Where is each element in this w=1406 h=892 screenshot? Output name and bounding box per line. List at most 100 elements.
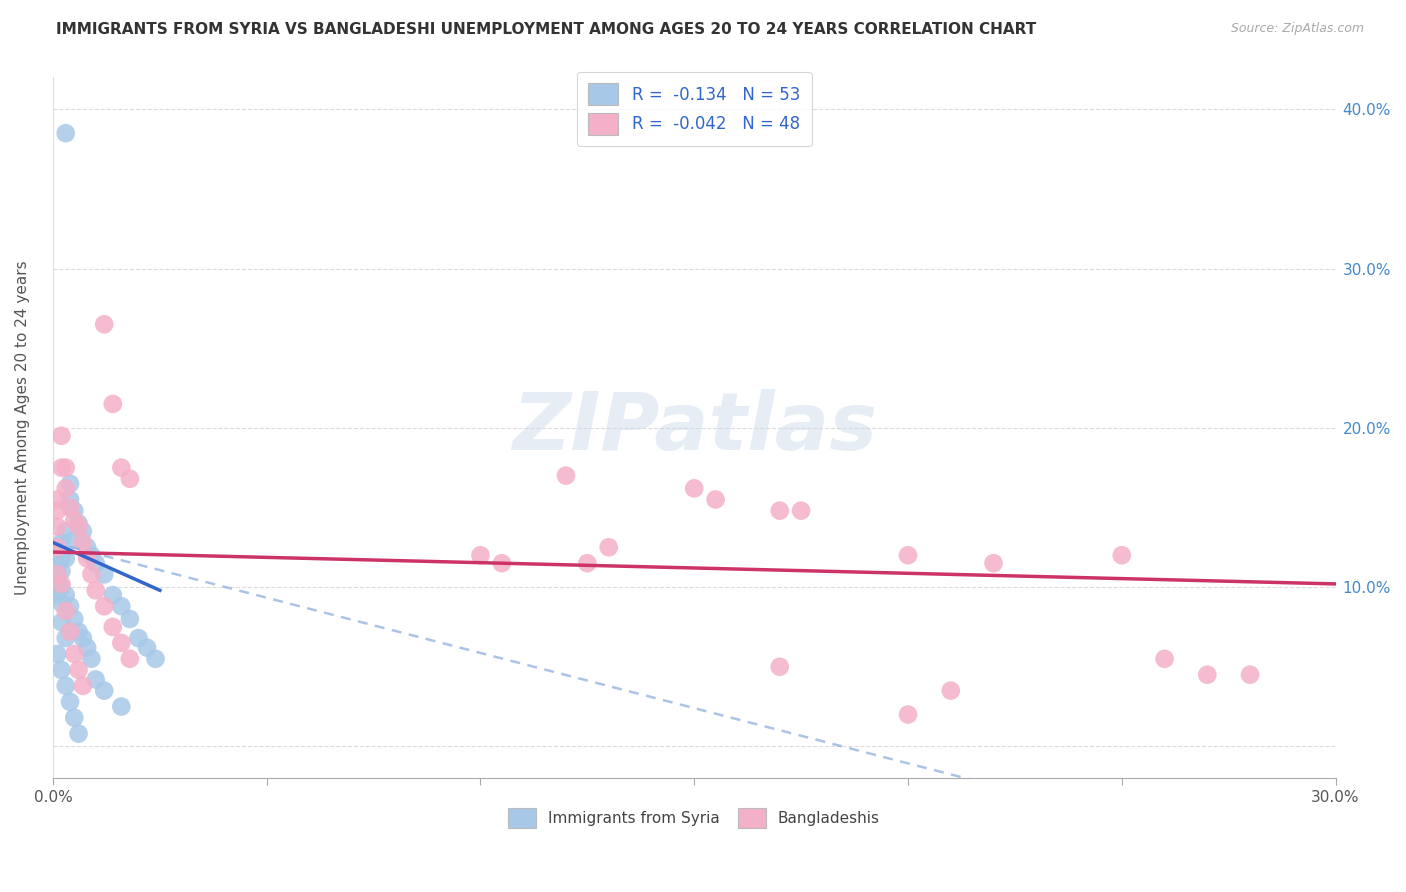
Point <box>55 481 77 495</box>
Point <box>46 567 69 582</box>
Point <box>101 588 124 602</box>
Point <box>72 535 94 549</box>
Point <box>59 695 82 709</box>
Point <box>51 460 73 475</box>
Point <box>101 397 124 411</box>
Point <box>51 545 73 559</box>
Point <box>59 500 82 515</box>
Point <box>46 503 69 517</box>
Point <box>67 624 90 639</box>
Point <box>55 460 77 475</box>
Point <box>46 556 69 570</box>
Point <box>55 551 77 566</box>
Point <box>1111 548 1133 562</box>
Point <box>127 631 149 645</box>
Point <box>63 612 86 626</box>
Point <box>55 631 77 645</box>
Point <box>59 624 82 639</box>
Point <box>72 679 94 693</box>
Point <box>63 513 86 527</box>
Point <box>59 492 82 507</box>
Point <box>46 583 69 598</box>
Point <box>46 577 69 591</box>
Point <box>704 492 727 507</box>
Point <box>136 640 159 655</box>
Legend: Immigrants from Syria, Bangladeshis: Immigrants from Syria, Bangladeshis <box>502 802 886 834</box>
Point <box>110 599 132 614</box>
Point <box>118 472 141 486</box>
Point <box>63 647 86 661</box>
Point <box>598 541 620 555</box>
Point <box>897 548 920 562</box>
Point <box>46 545 69 559</box>
Point <box>683 481 706 495</box>
Point <box>63 533 86 547</box>
Point <box>51 564 73 578</box>
Point <box>790 503 813 517</box>
Point <box>46 572 69 586</box>
Point <box>63 503 86 517</box>
Point <box>939 683 962 698</box>
Point <box>93 567 115 582</box>
Point <box>145 652 167 666</box>
Point <box>72 524 94 539</box>
Point <box>46 541 69 555</box>
Point <box>55 524 77 539</box>
Point <box>46 541 69 555</box>
Point <box>93 318 115 332</box>
Point <box>51 615 73 629</box>
Text: Source: ZipAtlas.com: Source: ZipAtlas.com <box>1230 22 1364 36</box>
Point <box>118 612 141 626</box>
Point <box>67 726 90 740</box>
Point <box>46 519 69 533</box>
Point <box>51 577 73 591</box>
Text: IMMIGRANTS FROM SYRIA VS BANGLADESHI UNEMPLOYMENT AMONG AGES 20 TO 24 YEARS CORR: IMMIGRANTS FROM SYRIA VS BANGLADESHI UNE… <box>56 22 1036 37</box>
Point <box>51 580 73 594</box>
Point <box>110 636 132 650</box>
Point <box>76 541 98 555</box>
Point <box>76 640 98 655</box>
Point <box>55 679 77 693</box>
Point <box>1239 667 1261 681</box>
Point <box>80 548 103 562</box>
Point <box>93 599 115 614</box>
Point <box>46 647 69 661</box>
Point <box>110 699 132 714</box>
Point <box>67 663 90 677</box>
Point <box>46 588 69 602</box>
Point <box>51 551 73 566</box>
Point <box>59 599 82 614</box>
Point <box>84 556 107 570</box>
Point <box>51 535 73 549</box>
Point <box>118 652 141 666</box>
Point <box>46 492 69 507</box>
Point <box>101 620 124 634</box>
Point <box>983 556 1005 570</box>
Point <box>769 659 792 673</box>
Point <box>897 707 920 722</box>
Point <box>769 503 792 517</box>
Point <box>55 588 77 602</box>
Point <box>576 556 599 570</box>
Point <box>84 583 107 598</box>
Point <box>80 567 103 582</box>
Point <box>93 683 115 698</box>
Point <box>51 663 73 677</box>
Point <box>63 711 86 725</box>
Point <box>491 556 513 570</box>
Point <box>555 468 578 483</box>
Point <box>110 460 132 475</box>
Point <box>76 551 98 566</box>
Point <box>51 429 73 443</box>
Point <box>67 519 90 533</box>
Point <box>46 551 69 566</box>
Point <box>72 631 94 645</box>
Point <box>470 548 492 562</box>
Point <box>51 596 73 610</box>
Text: ZIPatlas: ZIPatlas <box>512 389 877 467</box>
Point <box>55 604 77 618</box>
Point <box>46 567 69 582</box>
Y-axis label: Unemployment Among Ages 20 to 24 years: Unemployment Among Ages 20 to 24 years <box>15 260 30 595</box>
Point <box>59 476 82 491</box>
Point <box>80 652 103 666</box>
